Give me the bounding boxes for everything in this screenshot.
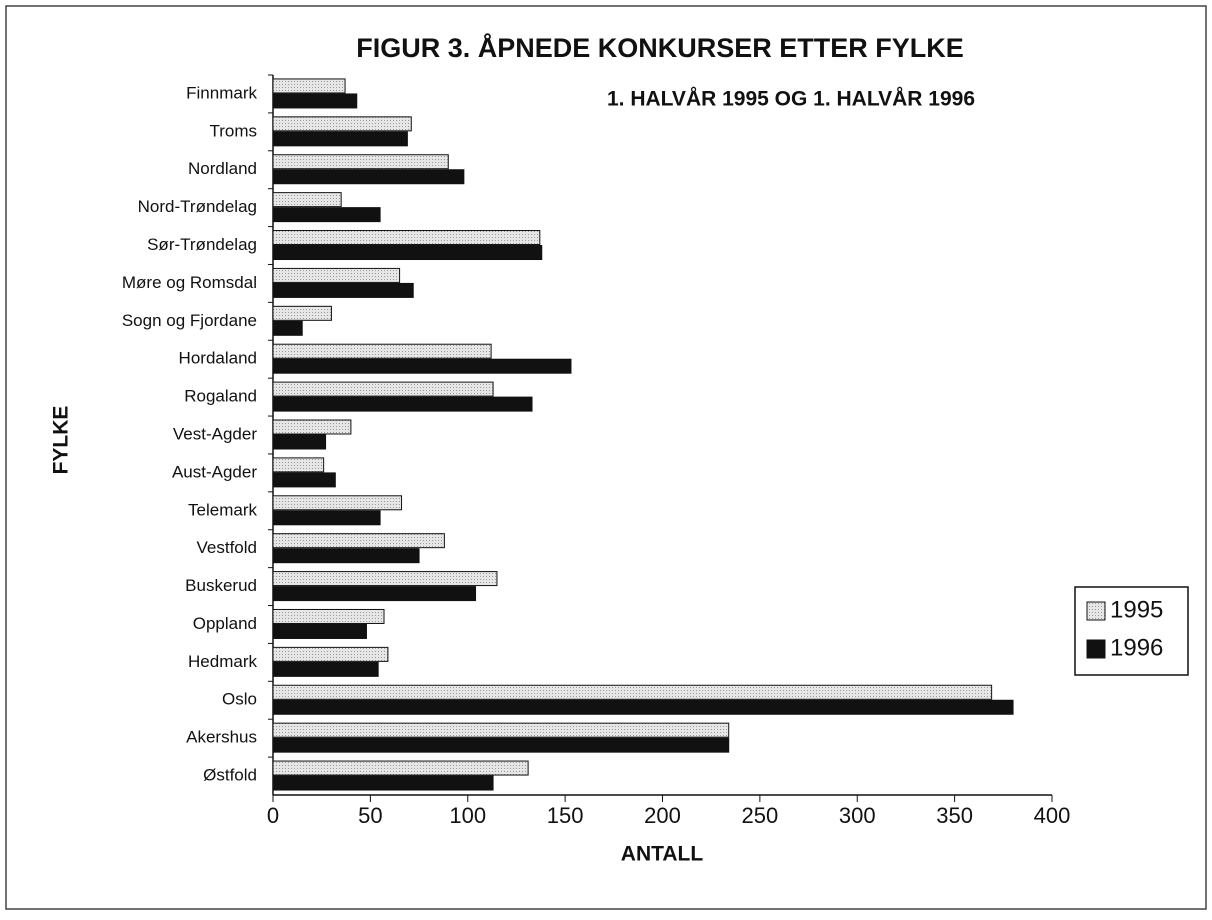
bar [272,116,412,132]
bar [272,457,325,473]
bar [272,510,381,526]
bar [272,169,465,185]
bar [272,699,1014,715]
bar [272,192,342,208]
y-tick-label: Finnmark [186,83,257,102]
y-tick-label: Oppland [193,614,257,633]
bar [272,245,543,261]
bar [272,305,332,321]
y-tick-label: Vest-Agder [173,424,257,443]
frame [5,5,1207,910]
bar [272,343,492,359]
bar [272,320,303,336]
bar [272,358,572,374]
bar [272,684,993,700]
y-tick-label: Buskerud [185,576,257,595]
bar [272,533,445,549]
bar [272,419,352,435]
bar [272,661,379,677]
bar [272,623,367,639]
bar [272,230,541,246]
chart-subtitle: 1. HALVÅR 1995 OG 1. HALVÅR 1996 [607,87,975,111]
bar [272,267,401,283]
x-tick-label: 200 [644,803,681,828]
chart-title: FIGUR 3. ÅPNEDE KONKURSER ETTER FYLKE [356,32,964,63]
bar [272,78,346,94]
bar [272,434,327,450]
y-axis-label: FYLKE [50,406,73,475]
x-tick-label: 350 [936,803,973,828]
y-tick-label: Sogn og Fjordane [122,311,257,330]
bar [272,722,730,738]
bar [272,154,449,170]
x-tick-label: 250 [742,803,779,828]
bar [272,775,494,791]
legend-swatch [1086,639,1106,659]
y-tick-label: Sør-Trøndelag [147,235,257,254]
legend-label: 1995 [1110,596,1163,623]
x-tick-label: 0 [267,803,279,828]
x-tick-label: 50 [358,803,382,828]
bar [272,93,358,109]
x-tick-label: 300 [839,803,876,828]
y-tick-label: Troms [209,121,257,140]
bar [272,646,389,662]
legend-label: 1996 [1110,634,1163,661]
bar [272,282,414,298]
bar [272,737,730,753]
y-tick-label: Oslo [222,690,257,709]
y-tick-label: Hedmark [188,652,257,671]
legend-swatch [1086,601,1106,621]
y-tick-label: Telemark [188,500,257,519]
bar [272,571,498,587]
bar [272,472,336,488]
bar [272,396,533,412]
bar [272,548,420,564]
x-tick-label: 100 [449,803,486,828]
y-tick-label: Rogaland [184,387,257,406]
y-tick-label: Akershus [186,728,257,747]
bar [272,381,494,397]
y-tick-label: Nordland [188,159,257,178]
x-axis-label: ANTALL [621,843,704,866]
x-tick-label: 400 [1034,803,1071,828]
bar [272,207,381,223]
y-tick-label: Nord-Trøndelag [138,197,257,216]
bar [272,608,385,624]
bar [272,586,477,602]
x-tick-label: 150 [547,803,584,828]
bar [272,760,529,776]
bar [272,495,403,511]
y-tick-label: Hordaland [179,349,257,368]
y-tick-label: Møre og Romsdal [122,273,257,292]
y-tick-label: Aust-Agder [172,462,257,481]
bar [272,131,408,147]
y-tick-label: Østfold [203,766,257,785]
y-tick-label: Vestfold [197,538,258,557]
